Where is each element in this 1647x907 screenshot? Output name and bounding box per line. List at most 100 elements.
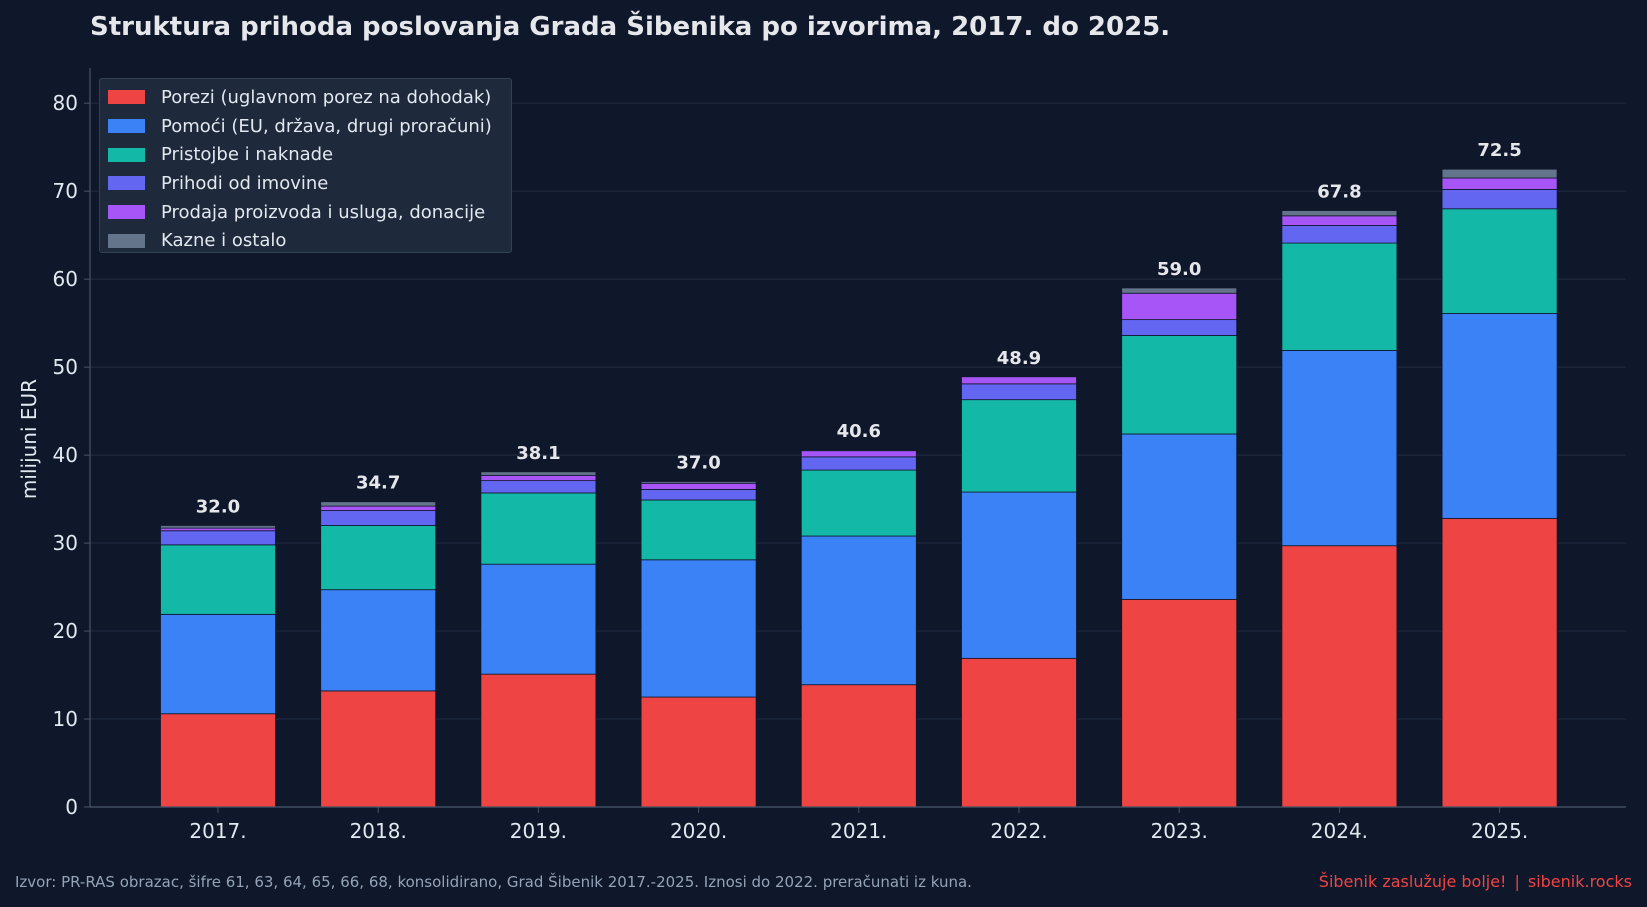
bar-segment xyxy=(961,399,1077,493)
bar-segment xyxy=(320,690,437,808)
source-note: Izvor: PR-RAS obrazac, šifre 61, 63, 64,… xyxy=(15,873,972,891)
bar-segment xyxy=(1281,242,1398,351)
x-tick-label: 2022. xyxy=(990,819,1047,843)
brand-slogan: Šibenik zaslužuje bolje! xyxy=(1318,872,1507,891)
y-tick-label: 60 xyxy=(53,267,78,291)
legend-label: Prihodi od imovine xyxy=(161,172,329,194)
bar-segment xyxy=(320,589,437,692)
legend-item-pristojbe: Pristojbe i naknade xyxy=(100,140,511,169)
bar-segment xyxy=(961,491,1077,659)
brand-site[interactable]: sibenik.rocks xyxy=(1527,872,1632,891)
bar-segment xyxy=(320,510,437,526)
bar-segment xyxy=(1441,313,1558,519)
bar-stack: 32.0 xyxy=(160,496,276,808)
bar-segment xyxy=(1121,287,1238,294)
bar-segment xyxy=(1441,177,1558,190)
bar-stack: 48.9 xyxy=(961,348,1077,808)
total-label: 40.6 xyxy=(837,421,881,442)
bar-stack: 59.0 xyxy=(1121,259,1238,808)
legend-swatch xyxy=(108,119,145,134)
total-label: 34.7 xyxy=(356,473,400,494)
y-tick-label: 0 xyxy=(65,795,78,819)
total-label: 72.5 xyxy=(1477,140,1521,161)
bar-segment xyxy=(961,383,1077,401)
x-tick-label: 2024. xyxy=(1311,819,1368,843)
bar-segment xyxy=(480,492,597,565)
bar-segment xyxy=(800,450,917,458)
bar-stack: 67.8 xyxy=(1281,182,1398,808)
bar-segment xyxy=(160,713,276,808)
x-tick-label: 2017. xyxy=(189,819,246,843)
legend-swatch xyxy=(108,147,145,162)
y-axis-label: milijuni EUR xyxy=(17,379,41,499)
bar-segment xyxy=(961,657,1077,808)
y-tick-label: 70 xyxy=(53,179,78,203)
legend-item-kazne: Kazne i ostalo xyxy=(100,226,511,255)
legend-swatch xyxy=(108,233,145,248)
x-tick-label: 2020. xyxy=(670,819,727,843)
legend-label: Porezi (uglavnom porez na dohodak) xyxy=(161,86,492,108)
bar-stack: 38.1 xyxy=(480,443,597,808)
bar-segment xyxy=(480,673,597,808)
bar-segment xyxy=(800,469,917,537)
bar-segment xyxy=(320,501,437,507)
total-label: 67.8 xyxy=(1317,182,1361,203)
bar-segment xyxy=(640,481,757,484)
bar-segment xyxy=(800,449,917,452)
bar-segment xyxy=(1281,225,1398,244)
bar-segment xyxy=(1281,215,1398,226)
bar-stacks: 32.0 34.7 38.1 37.0 40.6 48.9 59.0 67.8 72.5 xyxy=(160,140,1558,808)
bar-segment xyxy=(640,559,757,698)
bar-segment xyxy=(800,535,917,686)
total-label: 37.0 xyxy=(676,452,720,473)
bar-segment xyxy=(1121,335,1238,435)
bar-segment xyxy=(800,684,917,808)
axes: 0 10 20 30 40 50 60 70 80 2017. 2018. 2019. 2020. 202… xyxy=(53,68,1626,843)
legend-label: Kazne i ostalo xyxy=(161,230,287,252)
legend-item-imovina: Prihodi od imovine xyxy=(100,169,511,198)
y-tick-label: 50 xyxy=(53,355,78,379)
bar-stack: 37.0 xyxy=(640,452,757,808)
brand-separator: | xyxy=(1514,872,1520,891)
bar-segment xyxy=(640,482,757,490)
bar-segment xyxy=(640,696,757,808)
total-label: 38.1 xyxy=(516,443,560,464)
bar-segment xyxy=(160,530,276,546)
x-tick-label: 2018. xyxy=(350,819,407,843)
x-tick-label: 2025. xyxy=(1471,819,1528,843)
bar-segment xyxy=(1441,168,1558,179)
bar-segment xyxy=(480,563,597,675)
legend-swatch xyxy=(108,90,145,105)
bar-segment xyxy=(961,376,1077,385)
bar-segment xyxy=(480,471,597,476)
total-label: 59.0 xyxy=(1157,259,1201,280)
bar-segment xyxy=(320,525,437,591)
y-tick-label: 20 xyxy=(53,619,78,643)
legend-label: Pristojbe i naknade xyxy=(161,144,334,166)
legend-swatch xyxy=(108,176,145,191)
y-tick-label: 40 xyxy=(53,443,78,467)
x-tick-label: 2021. xyxy=(830,819,887,843)
legend-item-porezi: Porezi (uglavnom porez na dohodak) xyxy=(100,83,511,112)
legend: Porezi (uglavnom porez na dohodak) Pomoć… xyxy=(99,78,512,253)
legend-label: Pomoći (EU, država, drugi proračuni) xyxy=(161,115,492,137)
brand-tagline: Šibenik zaslužuje bolje! | sibenik.rocks xyxy=(1319,872,1632,891)
bar-segment xyxy=(1441,189,1558,210)
legend-label: Prodaja proizvoda i usluga, donacije xyxy=(161,201,486,223)
chart-title: Struktura prihoda poslovanja Grada Šiben… xyxy=(90,12,1171,42)
legend-swatch xyxy=(108,205,145,220)
x-tick-label: 2019. xyxy=(510,819,567,843)
y-tick-label: 30 xyxy=(53,531,78,555)
bar-stack: 72.5 xyxy=(1441,140,1558,808)
bar-segment xyxy=(320,505,437,511)
bar-segment xyxy=(640,499,757,561)
bar-segment xyxy=(1121,319,1238,336)
bar-segment xyxy=(1281,350,1398,547)
y-tick-label: 80 xyxy=(53,91,78,115)
bar-segment xyxy=(480,480,597,494)
bar-segment xyxy=(160,525,276,529)
total-label: 32.0 xyxy=(196,496,240,517)
bar-segment xyxy=(480,474,597,482)
bar-segment xyxy=(1441,518,1558,808)
